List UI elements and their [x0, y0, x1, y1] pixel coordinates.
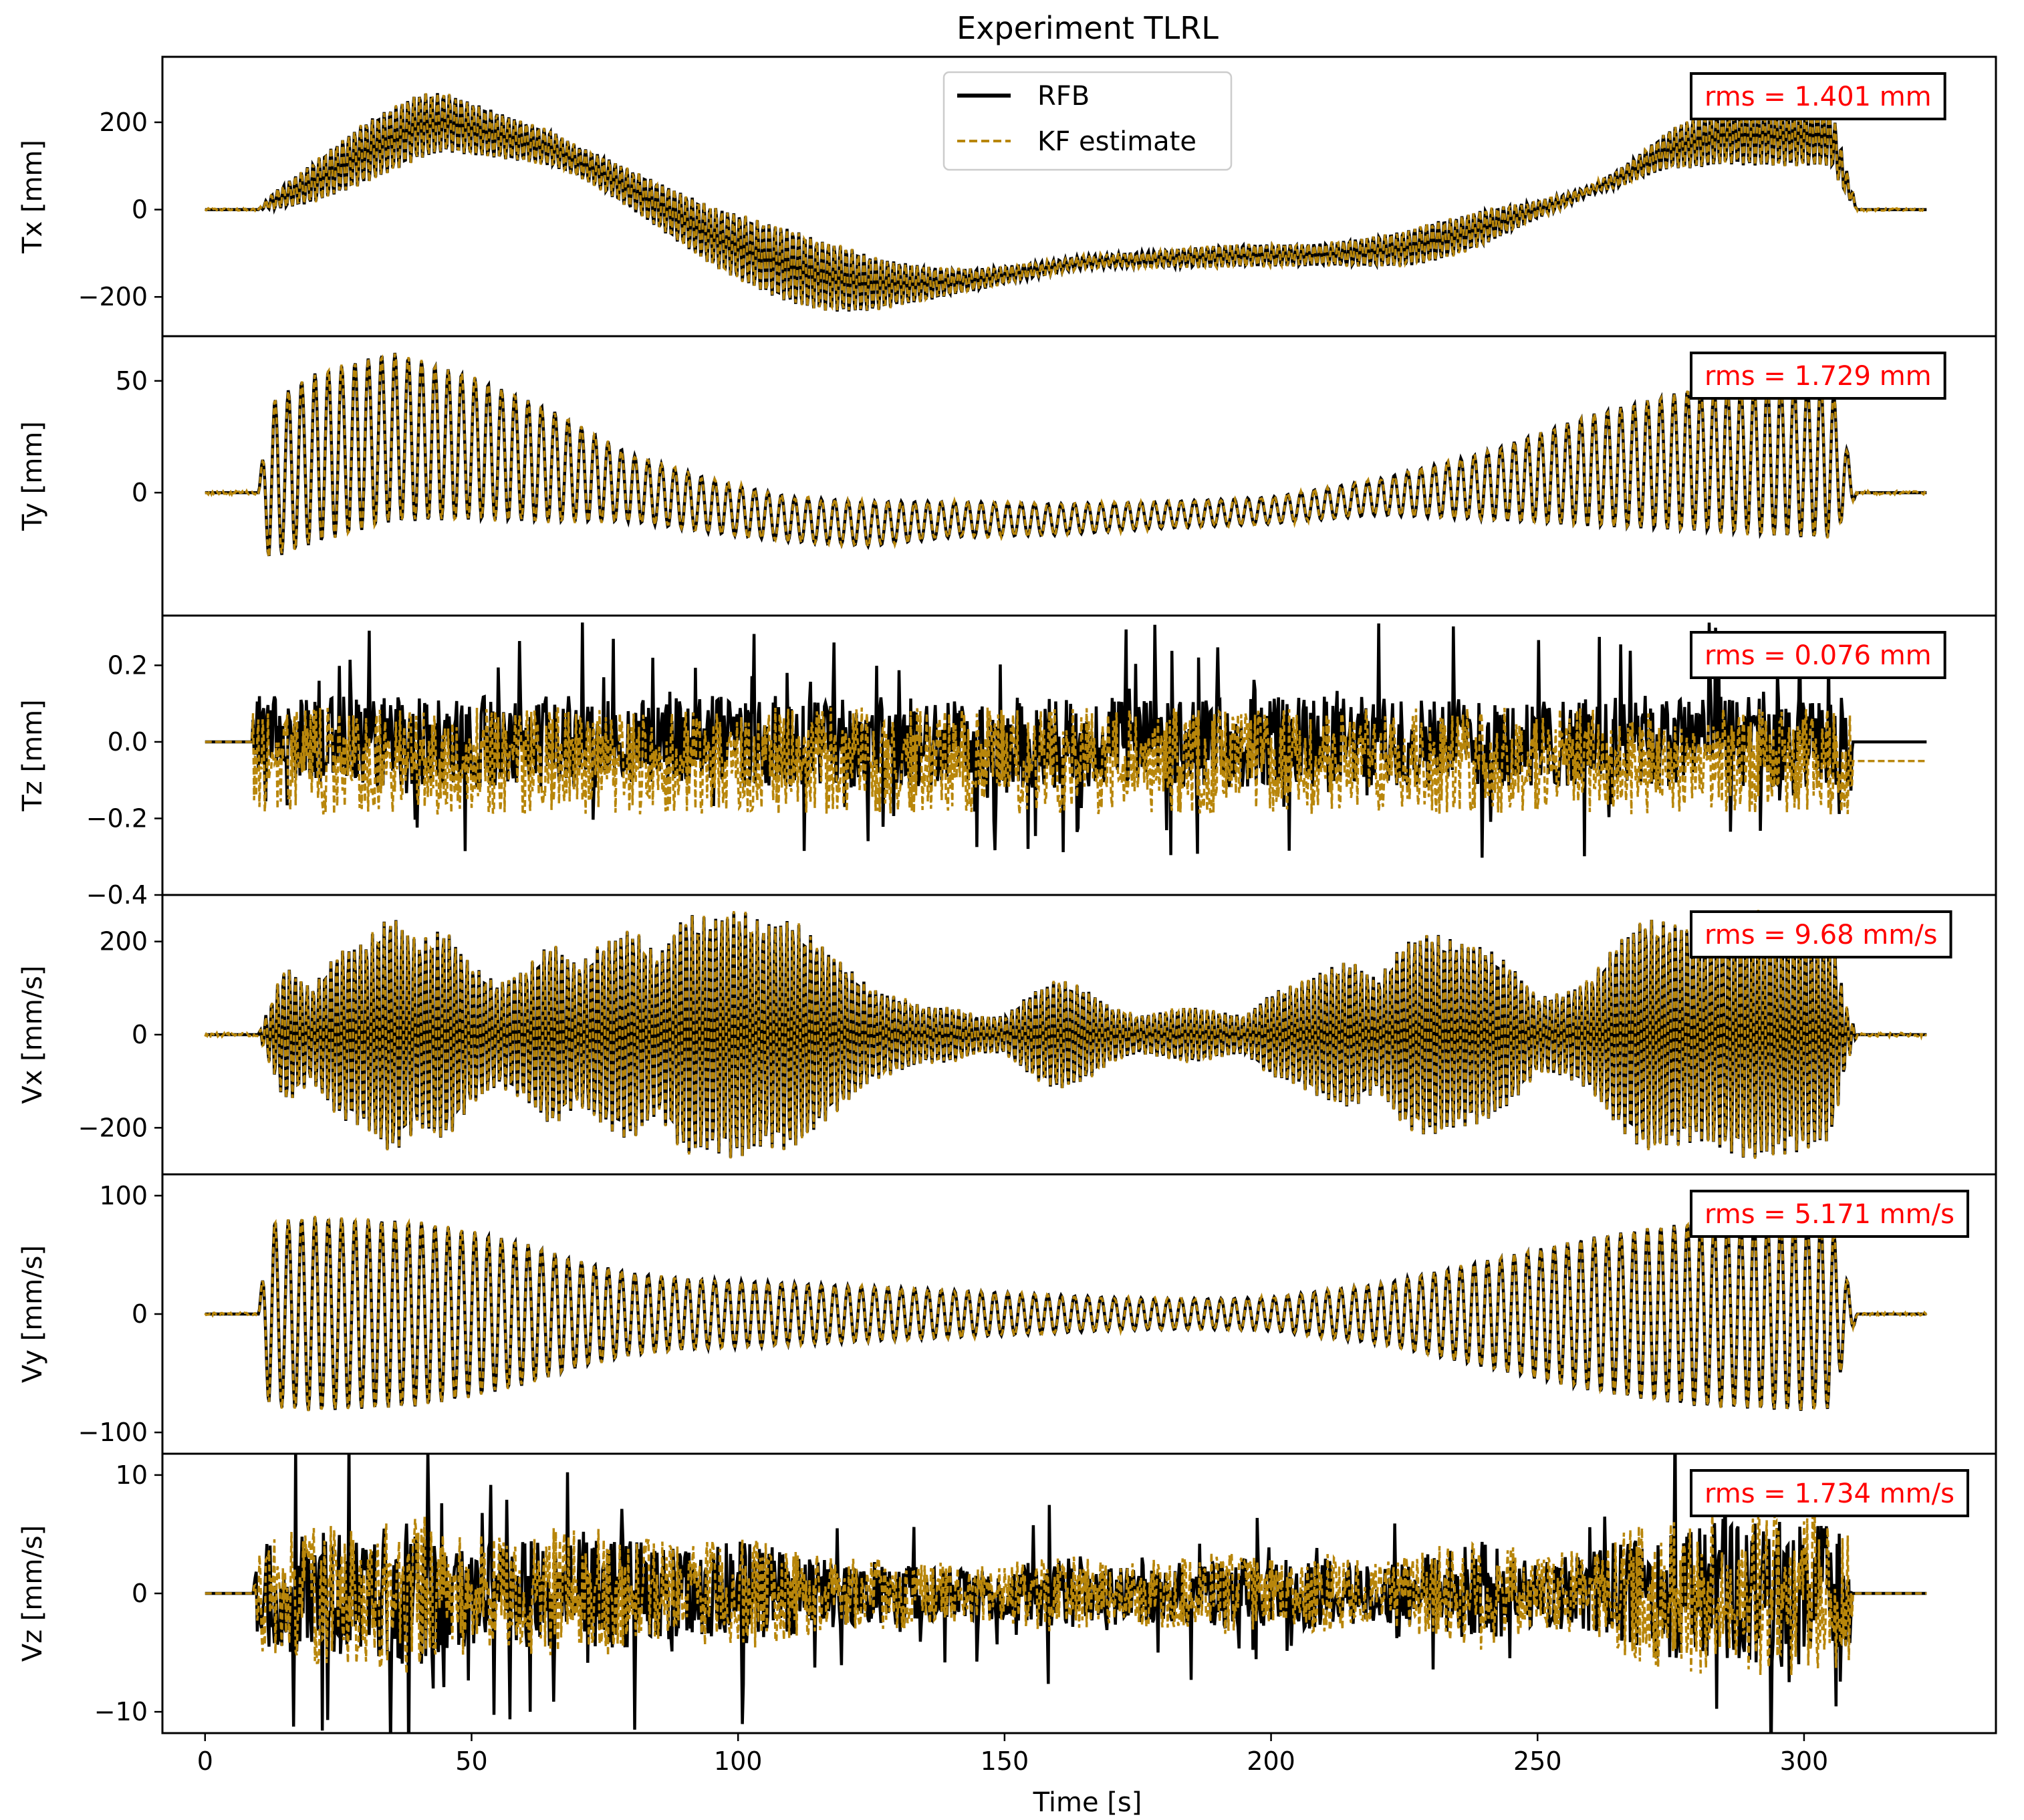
rms-annotation: rms = 1.734 mm/s — [1690, 1469, 1969, 1517]
chart-title: Experiment TLRL — [957, 10, 1219, 46]
y-axis-label: Vx [mm/s] — [17, 965, 48, 1103]
y-tick-label: 200 — [99, 927, 148, 956]
subplot-stack: −200 0 200 Tx [mm] rms = 1.401 mm 0 50 Ty [mm] r… — [17, 55, 1997, 1734]
y-tick-label: −100 — [78, 1418, 148, 1447]
x-tick-label: 150 — [981, 1746, 1029, 1776]
svg-text:rms = 9.68 mm/s: rms = 9.68 mm/s — [1704, 920, 1938, 950]
series-group — [204, 1216, 1928, 1412]
legend-label: KF estimate — [1037, 126, 1196, 157]
svg-text:rms = 5.171 mm/s: rms = 5.171 mm/s — [1704, 1199, 1954, 1230]
y-tick-label: 0 — [132, 478, 148, 507]
subplot-3: −0.4 −0.2 0.0 0.2 Tz [mm] rms = 0.076 mm — [17, 614, 1997, 910]
rms-annotation: rms = 9.68 mm/s — [1690, 910, 1952, 958]
series-line-kf-estimate — [205, 353, 1927, 557]
y-tick-label: 0.0 — [108, 727, 148, 757]
series-line-kf-estimate — [205, 707, 1927, 815]
y-tick-label: 0.2 — [108, 650, 148, 680]
y-tick-label: 50 — [116, 366, 148, 396]
svg-text:rms = 1.734 mm/s: rms = 1.734 mm/s — [1704, 1478, 1954, 1509]
y-tick-label: −200 — [78, 282, 148, 311]
series-group — [205, 352, 1927, 557]
y-tick-label: 10 — [116, 1460, 148, 1490]
y-tick-label: 200 — [99, 108, 148, 137]
subplot-6: −10 0 10 Vz [mm/s] rms = 1.734 mm/s — [17, 1452, 1997, 1734]
series-group — [205, 1454, 1927, 1733]
y-tick-label: 0 — [132, 1299, 148, 1329]
x-axis: 0 50 100 150 200 250 300 — [197, 1733, 1829, 1776]
y-tick-label: 0 — [132, 1020, 148, 1049]
svg-text:rms = 1.401 mm: rms = 1.401 mm — [1704, 82, 1932, 112]
subplot-5: −100 0 100 Vy [mm/s] rms = 5.171 mm/s — [17, 1173, 1997, 1455]
x-tick-label: 200 — [1247, 1746, 1295, 1776]
x-tick-label: 100 — [714, 1746, 763, 1776]
y-axis-label: Tz [mm] — [17, 699, 48, 811]
legend: RFB KF estimate — [942, 71, 1233, 171]
y-axis-label: Tx [mm] — [17, 140, 48, 254]
x-tick-label: 300 — [1780, 1746, 1829, 1776]
x-axis-label: Time [s] — [1033, 1787, 1142, 1818]
y-tick-label: −10 — [94, 1697, 148, 1726]
series-group — [204, 910, 1927, 1159]
x-tick-label: 250 — [1513, 1746, 1562, 1776]
legend-label: RFB — [1037, 81, 1090, 112]
series-line-kf-estimate — [204, 1216, 1928, 1412]
series-line-kf-estimate — [204, 92, 1928, 312]
subplot-4: −200 0 200 Vx [mm/s] rms = 9.68 mm/s — [17, 894, 1997, 1176]
y-axis-label: Vy [mm/s] — [17, 1245, 48, 1383]
series-line-kf-estimate — [205, 1513, 1927, 1676]
x-tick-label: 50 — [455, 1746, 487, 1776]
svg-text:rms = 1.729 mm: rms = 1.729 mm — [1704, 361, 1932, 392]
rms-annotation: rms = 5.171 mm/s — [1690, 1190, 1969, 1238]
series-line-kf-estimate — [204, 910, 1927, 1159]
y-tick-label: −200 — [78, 1113, 148, 1142]
series-group — [204, 92, 1928, 312]
y-tick-label: −0.2 — [86, 803, 148, 833]
y-tick-label: 0 — [132, 1579, 148, 1608]
rms-annotation: rms = 1.729 mm — [1690, 352, 1946, 400]
y-axis-label: Ty [mm] — [17, 421, 48, 531]
subplot-1: −200 0 200 Tx [mm] rms = 1.401 mm — [17, 55, 1997, 338]
y-tick-label: 100 — [99, 1181, 148, 1210]
legend-frame — [942, 71, 1233, 171]
y-tick-label: −0.4 — [86, 880, 148, 910]
rms-annotation: rms = 0.076 mm — [1690, 631, 1946, 679]
series-group — [205, 622, 1927, 858]
x-tick-label: 0 — [197, 1746, 213, 1776]
subplot-2: 0 50 Ty [mm] rms = 1.729 mm — [17, 335, 1997, 617]
svg-text:rms = 0.076 mm: rms = 0.076 mm — [1704, 640, 1932, 671]
y-tick-label: 0 — [132, 195, 148, 225]
y-axis-label: Vz [mm/s] — [17, 1525, 48, 1662]
rms-annotation: rms = 1.401 mm — [1690, 72, 1946, 120]
